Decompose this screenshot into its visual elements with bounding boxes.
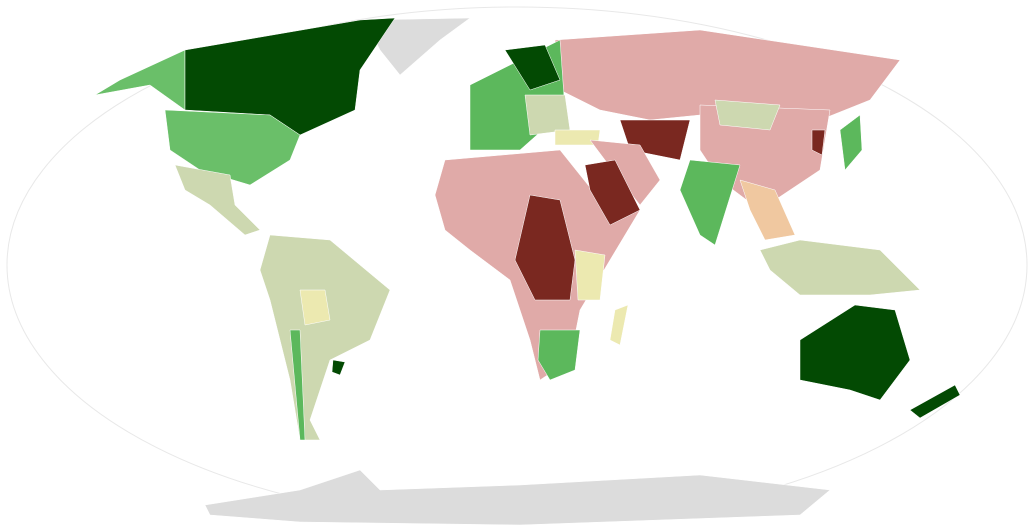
eastern-europe <box>524 94 571 136</box>
greenland <box>364 17 471 76</box>
bolivia <box>299 289 331 326</box>
uruguay <box>331 359 346 376</box>
south-america <box>259 234 391 441</box>
australia <box>799 304 911 401</box>
alaska <box>94 49 186 111</box>
new-zealand <box>909 384 961 419</box>
arabia <box>584 159 641 226</box>
india <box>679 159 741 246</box>
central-africa <box>514 194 576 301</box>
japan <box>839 114 863 171</box>
canada <box>184 17 396 136</box>
east-africa <box>574 249 606 301</box>
korea <box>811 129 826 156</box>
mongolia <box>714 99 781 131</box>
southeast-asia <box>739 179 796 241</box>
scandinavia <box>504 44 561 91</box>
chile <box>289 329 306 441</box>
central-america <box>174 164 261 236</box>
antarctica <box>204 469 831 526</box>
indonesia <box>759 239 921 296</box>
usa <box>164 109 301 186</box>
southern-africa <box>537 329 581 381</box>
regions <box>94 17 961 526</box>
middle-east <box>589 139 661 206</box>
madagascar <box>609 304 629 346</box>
